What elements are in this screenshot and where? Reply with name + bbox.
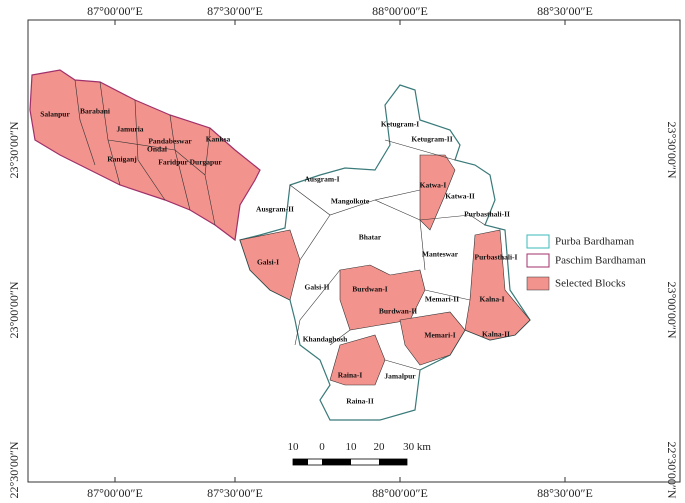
block-label: Ausgram-I bbox=[305, 175, 340, 184]
block-label: Katwa-I bbox=[420, 181, 447, 190]
grid-label: 23°00′00″N bbox=[7, 281, 21, 338]
block-label: Burdwan-II bbox=[379, 307, 417, 316]
block-label: Raina-I bbox=[338, 371, 363, 380]
scale-label: 10 bbox=[288, 441, 300, 453]
grid-label: 88°30′00″E bbox=[537, 4, 593, 18]
block-label: Galsi-I bbox=[257, 258, 279, 267]
block-label: Galsi-II bbox=[304, 283, 329, 292]
grid-label: 88°00′00″E bbox=[372, 4, 428, 18]
block-label: Manteswar bbox=[422, 250, 459, 259]
block-label: Jamalpur bbox=[384, 372, 416, 381]
legend-label: Paschim Bardhaman bbox=[555, 255, 646, 267]
scale-segment bbox=[293, 459, 308, 465]
block-label: Bhatar bbox=[359, 233, 382, 242]
grid-label: 23°30′00″N bbox=[665, 121, 679, 178]
block-label: Ketugram-II bbox=[411, 135, 452, 144]
block-label: Purbasthali-I bbox=[475, 253, 518, 262]
block-label: Ausgram-II bbox=[256, 205, 294, 214]
grid-label: 88°00′00″E bbox=[372, 486, 428, 500]
block-label: Pandabeswar bbox=[148, 137, 192, 146]
grid-label: 23°30′00″N bbox=[7, 121, 21, 178]
block-label: Kalna-II bbox=[482, 330, 510, 339]
scale-label: 10 bbox=[346, 441, 358, 453]
block-label: Purbasthali-II bbox=[464, 210, 510, 219]
legend: Purba Bardhaman Paschim Bardhaman Select… bbox=[526, 234, 646, 291]
scale-segment bbox=[379, 459, 407, 465]
block-label: Kalna-I bbox=[479, 295, 504, 304]
paschim-bardhaman bbox=[29, 69, 261, 242]
legend-swatch bbox=[526, 234, 550, 249]
block-label: Ketugram-I bbox=[381, 120, 419, 129]
block-label: Mangolkote bbox=[331, 197, 370, 206]
block-label: Memari-II bbox=[425, 295, 459, 304]
block-label: Ondal bbox=[147, 145, 167, 154]
block-label: Faridpur Durgapur bbox=[158, 158, 222, 167]
block-label: Katwa-II bbox=[445, 192, 475, 201]
block-label: Kanksa bbox=[206, 135, 231, 144]
block-label: Memari-I bbox=[424, 331, 455, 340]
grid-label: 88°30′00″E bbox=[537, 486, 593, 500]
grid-label: 23°00′00″N bbox=[665, 281, 679, 338]
grid-label: 87°30′00″E bbox=[207, 4, 263, 18]
legend-label: Purba Bardhaman bbox=[555, 236, 635, 248]
legend-swatch bbox=[526, 253, 550, 268]
scale-label: 30 km bbox=[403, 441, 431, 453]
block-label: Raina-II bbox=[346, 397, 374, 406]
grid-label: 87°30′00″E bbox=[207, 486, 263, 500]
legend-swatch bbox=[526, 276, 550, 291]
purba-block-borders bbox=[289, 139, 486, 371]
grid-label: 87°00′00″E bbox=[87, 4, 143, 18]
block-label: Barabani bbox=[80, 107, 110, 116]
paschim-block-borders bbox=[74, 79, 216, 226]
selected-blocks bbox=[239, 154, 531, 386]
grid-label: 22°30′00″N bbox=[7, 441, 21, 498]
block-label: Raniganj bbox=[107, 155, 137, 164]
scale-segment bbox=[322, 459, 351, 465]
block-label: Jamuria bbox=[116, 125, 143, 134]
grid-label: 22°30′00″N bbox=[665, 441, 679, 498]
scale-label: 0 bbox=[319, 441, 325, 453]
block-label: Khandaghosh bbox=[303, 335, 348, 344]
scale-label: 20 bbox=[374, 441, 386, 453]
grid-label: 87°00′00″E bbox=[87, 486, 143, 500]
legend-label: Selected Blocks bbox=[555, 278, 626, 290]
scale-bar bbox=[292, 458, 408, 466]
block-label: Salanpur bbox=[40, 110, 70, 119]
block-label: Burdwan-I bbox=[352, 285, 388, 294]
